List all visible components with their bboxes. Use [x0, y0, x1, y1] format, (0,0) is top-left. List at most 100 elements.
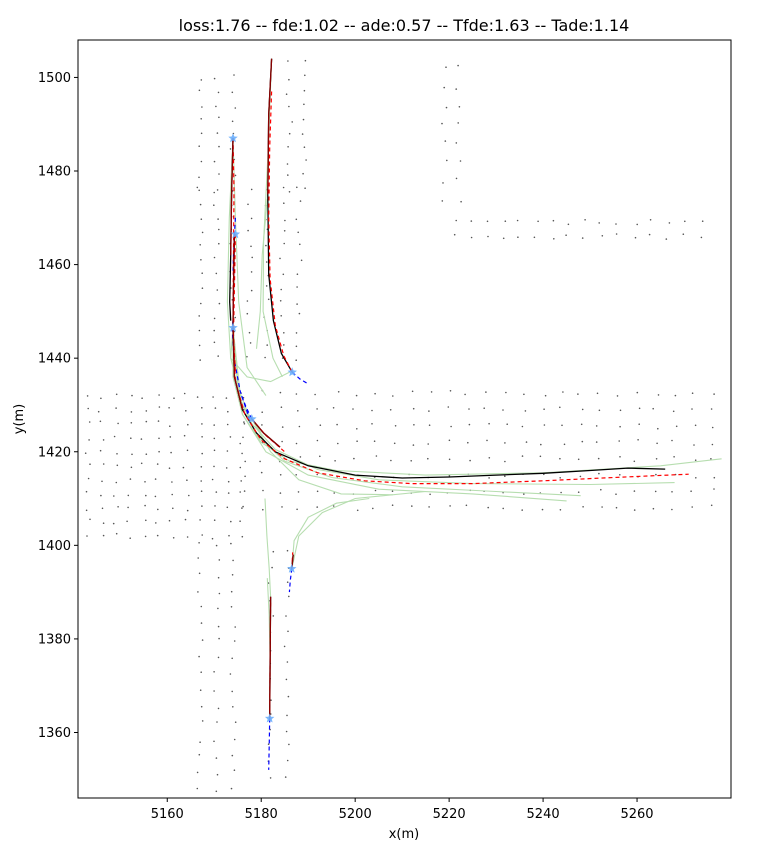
map-point	[299, 200, 302, 202]
map-point	[216, 189, 219, 191]
map-point	[218, 637, 220, 640]
map-point	[213, 256, 216, 259]
map-point	[505, 391, 507, 394]
map-point	[649, 219, 652, 221]
map-point	[201, 720, 204, 722]
map-point	[198, 572, 201, 575]
history-line	[288, 568, 293, 593]
map-point	[412, 407, 415, 410]
y-tick-label: 1500	[38, 71, 71, 86]
map-point	[672, 410, 675, 413]
map-point	[445, 106, 448, 109]
map-point	[279, 474, 282, 476]
map-point	[445, 66, 447, 68]
current-position-marker	[228, 322, 238, 332]
map-point	[215, 790, 218, 793]
map-point	[200, 466, 203, 468]
map-point	[217, 218, 219, 220]
y-tick-label: 1380	[38, 632, 71, 647]
map-point	[561, 424, 563, 427]
map-point	[286, 759, 289, 762]
map-point	[298, 425, 301, 428]
map-point	[523, 393, 525, 396]
map-point	[655, 473, 657, 476]
hypothesis-line	[255, 199, 268, 349]
map-point	[231, 574, 234, 576]
map-point	[559, 477, 561, 479]
hypothesis-line	[232, 327, 581, 497]
map-point	[283, 344, 285, 346]
map-point	[441, 200, 444, 202]
forecast-segment	[230, 138, 234, 256]
map-point	[455, 142, 458, 144]
map-point	[375, 455, 378, 457]
map-point	[598, 409, 601, 412]
map-point	[201, 272, 203, 275]
map-point	[487, 235, 489, 238]
map-point	[581, 237, 584, 239]
map-point	[140, 462, 143, 465]
map-point	[393, 442, 396, 445]
map-point	[442, 182, 444, 184]
map-point	[316, 506, 319, 508]
map-point	[218, 592, 221, 595]
map-point	[173, 397, 175, 400]
map-point	[246, 355, 248, 358]
map-point	[169, 436, 172, 438]
map-point	[280, 288, 283, 291]
map-point	[200, 622, 203, 624]
map-point	[288, 191, 291, 193]
map-point	[145, 420, 148, 423]
map-point	[465, 504, 468, 507]
map-point	[97, 410, 100, 413]
map-point	[228, 534, 230, 537]
map-point	[158, 437, 160, 440]
map-point	[286, 581, 289, 583]
map-point	[281, 440, 283, 443]
map-point	[261, 411, 264, 414]
map-point	[443, 86, 446, 89]
map-point	[213, 519, 216, 521]
map-point	[668, 222, 671, 224]
map-point	[303, 103, 305, 106]
map-point	[100, 494, 102, 497]
map-point	[217, 576, 220, 579]
map-point	[521, 455, 524, 457]
map-point	[170, 451, 172, 454]
map-point	[197, 557, 199, 559]
map-point	[283, 202, 285, 204]
forecast-segment	[251, 418, 281, 448]
map-point	[541, 508, 544, 511]
map-point	[285, 615, 287, 617]
map-point	[279, 492, 282, 494]
map-point	[212, 396, 214, 398]
map-point	[563, 443, 566, 446]
map-point	[270, 699, 272, 701]
map-point	[453, 233, 456, 236]
map-point	[102, 522, 105, 524]
map-point	[488, 422, 490, 425]
map-point	[504, 475, 506, 478]
map-point	[337, 391, 340, 393]
map-point	[225, 467, 228, 469]
map-point	[201, 231, 204, 234]
y-tick-label: 1400	[38, 539, 71, 554]
map-point	[299, 456, 302, 458]
map-point	[713, 393, 715, 395]
hypothesis-line	[291, 490, 426, 569]
map-point	[636, 391, 639, 394]
map-point	[213, 424, 215, 426]
map-point	[227, 480, 230, 483]
map-point	[217, 707, 220, 710]
map-point	[243, 490, 246, 492]
map-point	[455, 219, 458, 222]
map-point	[525, 441, 528, 443]
map-point	[130, 422, 133, 424]
map-point	[248, 331, 251, 334]
y-axis-label: y(m)	[12, 404, 27, 435]
map-point	[100, 397, 102, 400]
map-point	[297, 231, 300, 234]
map-point	[428, 410, 430, 412]
map-point	[283, 242, 286, 245]
map-point	[427, 443, 430, 445]
